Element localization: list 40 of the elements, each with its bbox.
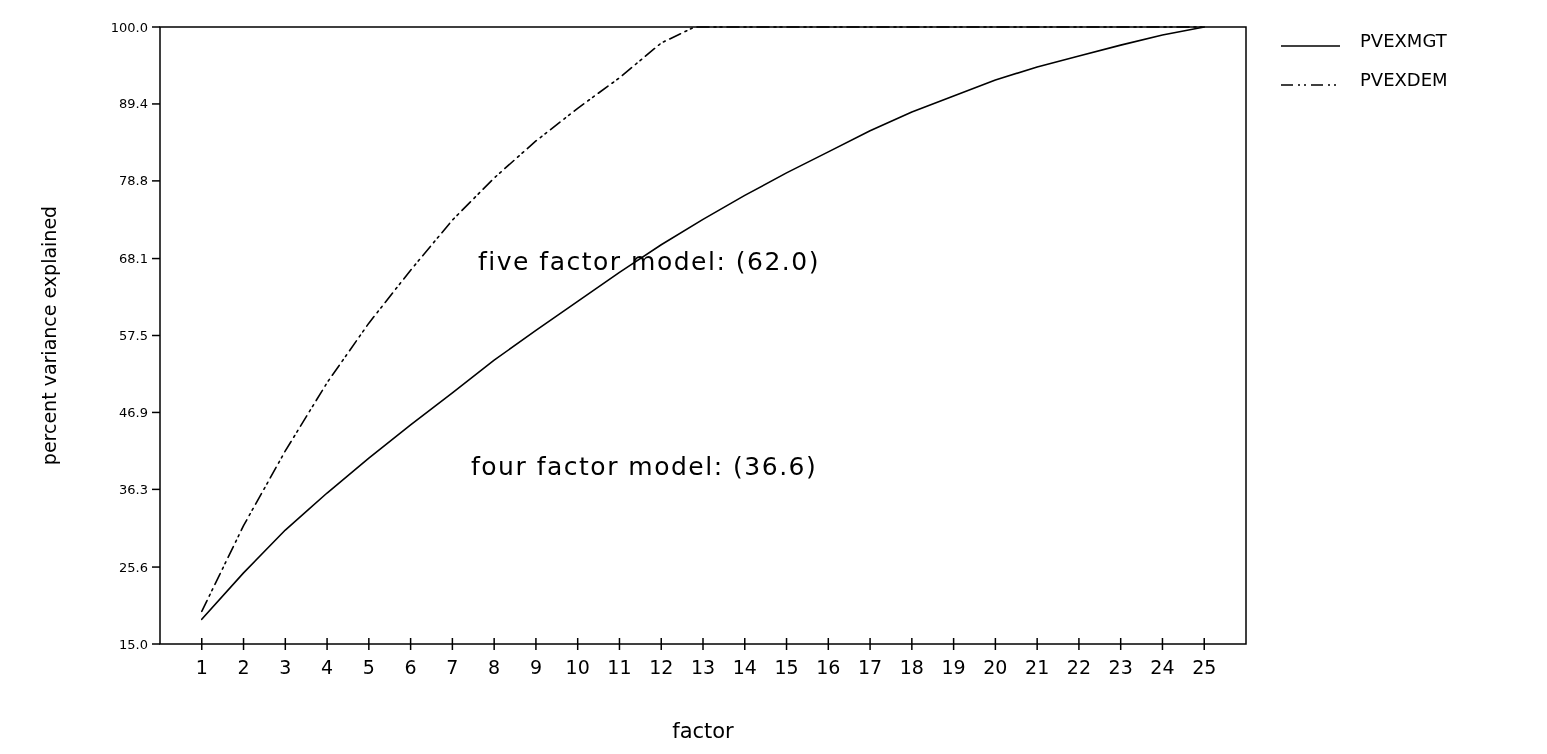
x-tick-label: 1 xyxy=(195,656,208,678)
annotation: five factor model: (62.0) xyxy=(478,247,820,276)
y-tick-label: 36.3 xyxy=(119,481,148,497)
x-tick-label: 23 xyxy=(1108,656,1133,678)
y-tick-label: 78.8 xyxy=(119,173,148,189)
x-tick-label: 19 xyxy=(941,656,966,678)
legend-label: PVEXMGT xyxy=(1360,30,1448,52)
annotation: four factor model: (36.6) xyxy=(471,452,818,481)
x-tick-label: 8 xyxy=(488,656,501,678)
x-tick-label: 20 xyxy=(983,656,1008,678)
x-tick-label: 21 xyxy=(1025,656,1050,678)
y-tick-label: 57.5 xyxy=(119,328,148,344)
x-tick-label: 4 xyxy=(321,656,334,678)
y-tick-label: 100.0 xyxy=(110,19,148,35)
x-tick-label: 14 xyxy=(732,656,757,678)
y-tick-label: 89.4 xyxy=(119,96,148,112)
x-tick-label: 6 xyxy=(404,656,417,678)
x-tick-label: 2 xyxy=(237,656,250,678)
y-tick-label: 68.1 xyxy=(119,251,148,267)
x-tick-label: 11 xyxy=(607,656,632,678)
x-tick-label: 12 xyxy=(649,656,674,678)
x-tick-label: 13 xyxy=(690,656,716,678)
x-tick-label: 15 xyxy=(774,656,799,678)
x-tick-label: 22 xyxy=(1066,656,1092,678)
x-tick-label: 25 xyxy=(1192,656,1217,678)
x-tick-label: 17 xyxy=(857,656,883,678)
x-tick-label: 18 xyxy=(899,656,924,678)
y-axis-title: percent variance explained xyxy=(38,205,60,466)
x-tick-label: 24 xyxy=(1150,656,1175,678)
x-tick-label: 10 xyxy=(565,656,590,678)
y-tick-label: 15.0 xyxy=(119,636,148,652)
x-tick-label: 7 xyxy=(446,656,459,678)
x-tick-label: 3 xyxy=(279,656,292,678)
x-tick-label: 9 xyxy=(529,656,542,678)
y-tick-label: 25.6 xyxy=(119,559,148,575)
x-tick-label: 16 xyxy=(816,656,841,678)
x-axis-title: factor xyxy=(672,719,735,743)
y-tick-label: 46.9 xyxy=(119,404,148,420)
legend-label: PVEXDEM xyxy=(1360,69,1448,91)
x-tick-label: 5 xyxy=(362,656,375,678)
